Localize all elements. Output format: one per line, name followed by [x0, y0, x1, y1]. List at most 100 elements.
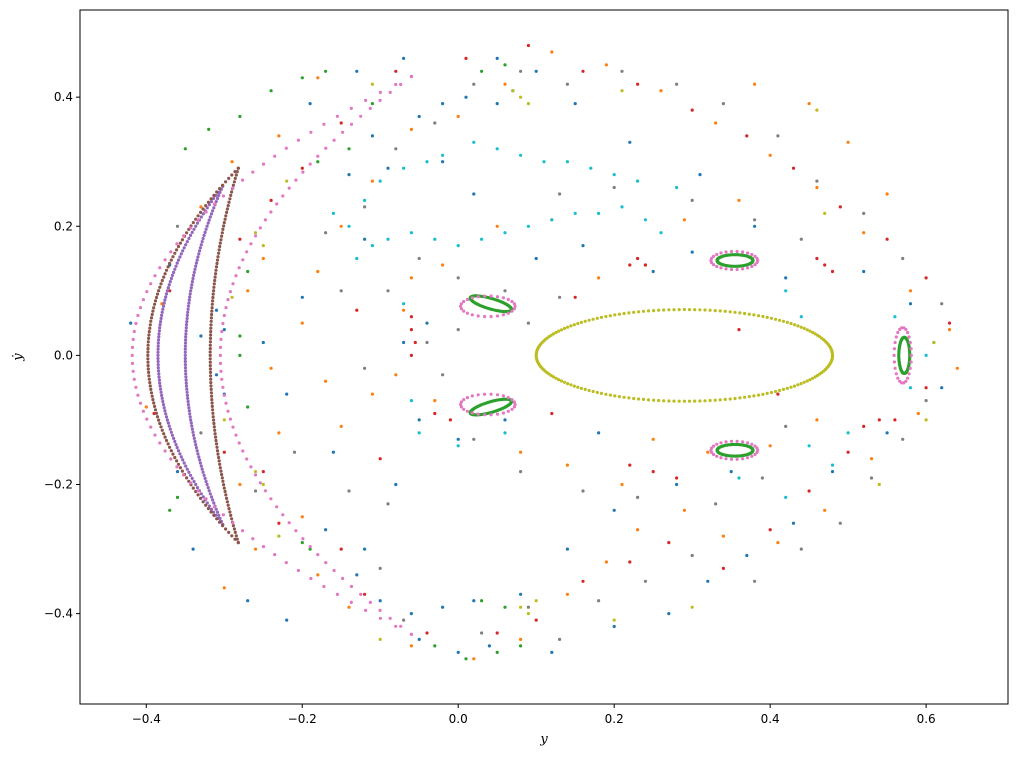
crescent-orbit-point [232, 180, 236, 184]
crescent-orbit-point [186, 403, 190, 407]
scatter-point [277, 134, 281, 138]
crescent-orbit-point [163, 449, 167, 453]
island-ring-point [755, 256, 759, 260]
crescent-orbit-point [225, 500, 229, 504]
crescent-orbit-point [130, 345, 135, 349]
x-tick-label: 0.6 [917, 712, 936, 726]
crescent-orbit-point [156, 344, 160, 348]
scatter-point [667, 541, 671, 545]
crescent-orbit-point [208, 336, 213, 340]
crescent-orbit-point [212, 289, 216, 293]
crescent-orbit-point [202, 473, 206, 477]
scatter-point [612, 508, 616, 512]
crescent-orbit-point [231, 524, 235, 528]
crescent-orbit-point [221, 183, 225, 187]
scatter-point [230, 295, 234, 299]
crescent-orbit-point [220, 234, 224, 238]
series-14-ring [709, 249, 760, 272]
scatter-point [300, 541, 304, 545]
crescent-orbit-point [209, 381, 213, 385]
crescent-orbit-point [197, 455, 201, 459]
crescent-orbit-point [162, 432, 166, 436]
scatter-point [417, 637, 421, 642]
crescent-orbit-point [224, 527, 228, 531]
island-ring-point [753, 452, 757, 457]
torus-orbit-point [747, 312, 751, 316]
crescent-orbit-point [188, 295, 192, 299]
crescent-orbit-point [165, 289, 169, 293]
torus-orbit-point [789, 321, 793, 326]
scatter-point [620, 205, 624, 209]
crescent-orbit-point [212, 418, 216, 422]
crescent-orbit-point [196, 218, 200, 222]
scatter-point [690, 250, 694, 254]
crescent-orbit-point [192, 433, 196, 437]
crescent-orbit-point [208, 367, 212, 371]
scatter-point [503, 63, 507, 67]
crescent-orbit-point [215, 190, 219, 194]
island-ring-point [904, 379, 908, 383]
crescent-orbit-point [241, 449, 245, 453]
crescent-orbit-point [214, 507, 218, 511]
crescent-orbit-point [296, 138, 300, 142]
torus-orbit-point [713, 398, 717, 402]
scatter-point [300, 166, 304, 170]
crescent-orbit-point [156, 341, 160, 345]
scatter-point [503, 418, 507, 422]
crescent-orbit-point [208, 370, 213, 374]
crescent-orbit-point [284, 561, 288, 565]
crescent-orbit-point [156, 363, 160, 367]
crescent-orbit-point [160, 313, 164, 317]
crescent-orbit-point [159, 390, 163, 394]
crescent-orbit-point [219, 238, 223, 242]
crescent-orbit-point [237, 441, 241, 445]
crescent-orbit-point [175, 446, 179, 450]
scatter-point [565, 160, 570, 164]
scatter-point [565, 82, 570, 86]
crescent-orbit-point [130, 361, 135, 365]
scatter-point [784, 424, 788, 428]
island-ring-point [719, 251, 723, 255]
crescent-orbit-point [212, 193, 216, 197]
series-5-ellipse [715, 442, 755, 458]
crescent-orbit-point [163, 298, 167, 302]
crescent-orbit-point [160, 278, 164, 283]
crescent-orbit-point [212, 206, 216, 210]
scatter-point [378, 179, 382, 183]
crescent-orbit-point [149, 391, 154, 395]
scatter-point [573, 211, 577, 215]
scatter-point [815, 418, 819, 422]
crescent-orbit-point [186, 310, 190, 314]
crescent-orbit-point [188, 233, 193, 237]
crescent-orbit-point [175, 248, 179, 252]
crescent-orbit-point [149, 282, 153, 286]
crescent-orbit-point [204, 227, 208, 231]
scatter-point [581, 69, 585, 73]
torus-orbit-point [751, 259, 755, 263]
scatter-point [519, 153, 523, 157]
torus-orbit-point [728, 397, 732, 401]
crescent-orbit-point [212, 501, 216, 505]
scatter-point [519, 637, 523, 642]
crescent-orbit-point [157, 332, 161, 336]
island-ring-point [489, 294, 493, 298]
scatter-point [433, 644, 437, 648]
crescent-orbit-point [184, 464, 188, 468]
scatter-point [597, 431, 601, 435]
crescent-orbit-point [241, 529, 245, 533]
crescent-orbit-point [161, 403, 166, 407]
scatter-point [675, 82, 679, 86]
crescent-orbit-point [263, 489, 267, 493]
torus-orbit-point [662, 308, 666, 312]
crescent-orbit-point [224, 401, 228, 405]
island-ring-point [465, 297, 469, 302]
torus-orbit-point [551, 375, 556, 379]
crescent-orbit-point [208, 350, 212, 354]
scatter-point [659, 89, 663, 93]
crescent-orbit-point [222, 483, 226, 487]
torus-orbit-point [641, 397, 646, 401]
island-ring-point [753, 444, 757, 448]
crescent-orbit-point [213, 432, 217, 436]
scatter-point [370, 82, 374, 86]
island-ring-point [476, 314, 480, 318]
